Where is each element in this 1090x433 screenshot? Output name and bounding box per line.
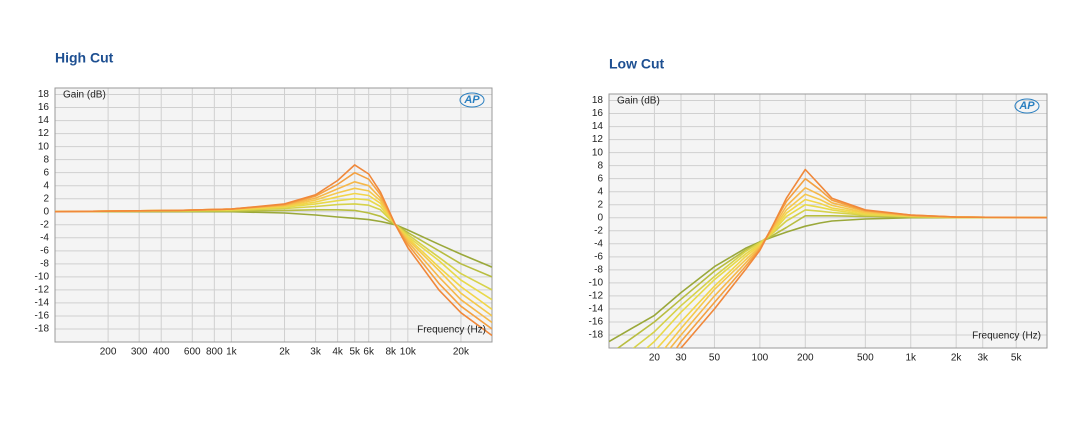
- x-tick-label: 6k: [363, 347, 375, 358]
- y-tick-label: 2: [597, 199, 603, 210]
- y-tick-label: -2: [594, 225, 603, 236]
- plot-border: [54, 87, 493, 343]
- x-tick-label: 2k: [951, 353, 963, 364]
- y-tick-label: -18: [35, 324, 50, 335]
- curve: [680, 168, 1047, 348]
- curve: [55, 209, 492, 278]
- curve: [616, 215, 1047, 348]
- chart-title: Low Cut: [609, 56, 665, 72]
- y-tick-label: 0: [43, 206, 49, 217]
- y-tick-label: -6: [594, 251, 603, 262]
- x-tick-label: 2k: [279, 347, 291, 358]
- x-tick-label: 3k: [310, 347, 322, 358]
- curve: [55, 210, 492, 268]
- y-tick-label: 6: [43, 167, 49, 178]
- y-tick-label: -10: [589, 278, 604, 289]
- y-tick-label: -6: [40, 245, 49, 256]
- y-tick-label: 18: [38, 89, 50, 100]
- x-tick-label: 200: [797, 353, 814, 364]
- x-tick-label: 3k: [977, 353, 989, 364]
- y-tick-label: 6: [597, 173, 603, 184]
- x-tick-label: 4k: [332, 347, 344, 358]
- x-tick-label: 100: [752, 353, 769, 364]
- curve: [55, 164, 492, 337]
- curve: [609, 216, 1047, 343]
- lines: [609, 168, 1047, 348]
- y-tick-label: -14: [589, 304, 604, 315]
- chart: 181614121086420-2-4-6-8-10-12-14-16-1820…: [589, 56, 1048, 364]
- y-tick-label: -8: [40, 258, 49, 269]
- y-axis-label: Gain (dB): [63, 90, 106, 101]
- x-tick-label: 10k: [400, 347, 417, 358]
- x-tick-label: 1k: [226, 347, 238, 358]
- y-tick-label: -16: [589, 317, 604, 328]
- x-tick-label: 50: [709, 353, 721, 364]
- x-tick-label: 20k: [453, 347, 470, 358]
- x-tick-label: 300: [131, 347, 148, 358]
- x-tick-label: 30: [675, 353, 687, 364]
- y-tick-label: -14: [35, 298, 50, 309]
- curve: [645, 203, 1047, 348]
- x-tick-label: 500: [857, 353, 874, 364]
- y-tick-label: -4: [594, 238, 603, 249]
- lines: [55, 164, 492, 337]
- logo: AP: [463, 94, 480, 106]
- x-tick-label: 8k: [385, 347, 397, 358]
- y-tick-label: 4: [597, 186, 603, 197]
- y-tick-label: 0: [597, 212, 603, 223]
- x-tick-label: 5k: [1011, 353, 1023, 364]
- y-tick-label: 10: [592, 147, 604, 158]
- x-tick-label: 800: [206, 347, 223, 358]
- y-axis-label: Gain (dB): [617, 96, 660, 107]
- y-tick-label: -4: [40, 232, 49, 243]
- y-tick-label: -8: [594, 264, 603, 275]
- x-tick-label: 200: [100, 347, 117, 358]
- y-tick-label: 14: [38, 115, 50, 126]
- y-tick-label: -12: [35, 285, 50, 296]
- y-tick-label: 2: [43, 193, 49, 204]
- x-tick-label: 600: [184, 347, 201, 358]
- y-tick-label: 4: [43, 180, 49, 191]
- y-tick-label: 12: [38, 128, 50, 139]
- x-axis-label: Frequency (Hz): [417, 325, 486, 336]
- x-tick-label: 1k: [905, 353, 917, 364]
- y-tick-label: -16: [35, 311, 50, 322]
- y-tick-label: 14: [592, 121, 604, 132]
- y-tick-label: -12: [589, 291, 604, 302]
- y-tick-label: 18: [592, 95, 604, 106]
- chart-title: High Cut: [55, 50, 114, 66]
- y-tick-label: 16: [592, 108, 604, 119]
- y-tick-label: -18: [589, 330, 604, 341]
- y-tick-label: 16: [38, 102, 50, 113]
- x-axis-label: Frequency (Hz): [972, 331, 1041, 342]
- y-tick-label: 8: [43, 154, 49, 165]
- plot-border: [608, 93, 1048, 349]
- x-tick-label: 400: [153, 347, 170, 358]
- logo: AP: [1018, 100, 1035, 112]
- y-tick-label: 10: [38, 141, 50, 152]
- y-tick-label: -2: [40, 219, 49, 230]
- plot-area: [55, 88, 492, 342]
- logo-ring: [1014, 98, 1040, 114]
- x-tick-label: 5k: [349, 347, 361, 358]
- y-tick-label: -10: [35, 272, 50, 283]
- chart: 18 16 14 12 10 8 6 4 2 0 -2 -4 -6 -8 -10 -12 -14 -16 -18 20…: [35, 50, 493, 358]
- y-tick-label: 8: [597, 160, 603, 171]
- y-tick-label: 12: [592, 134, 604, 145]
- logo-ring: [459, 92, 485, 108]
- x-tick-label: 20: [649, 353, 661, 364]
